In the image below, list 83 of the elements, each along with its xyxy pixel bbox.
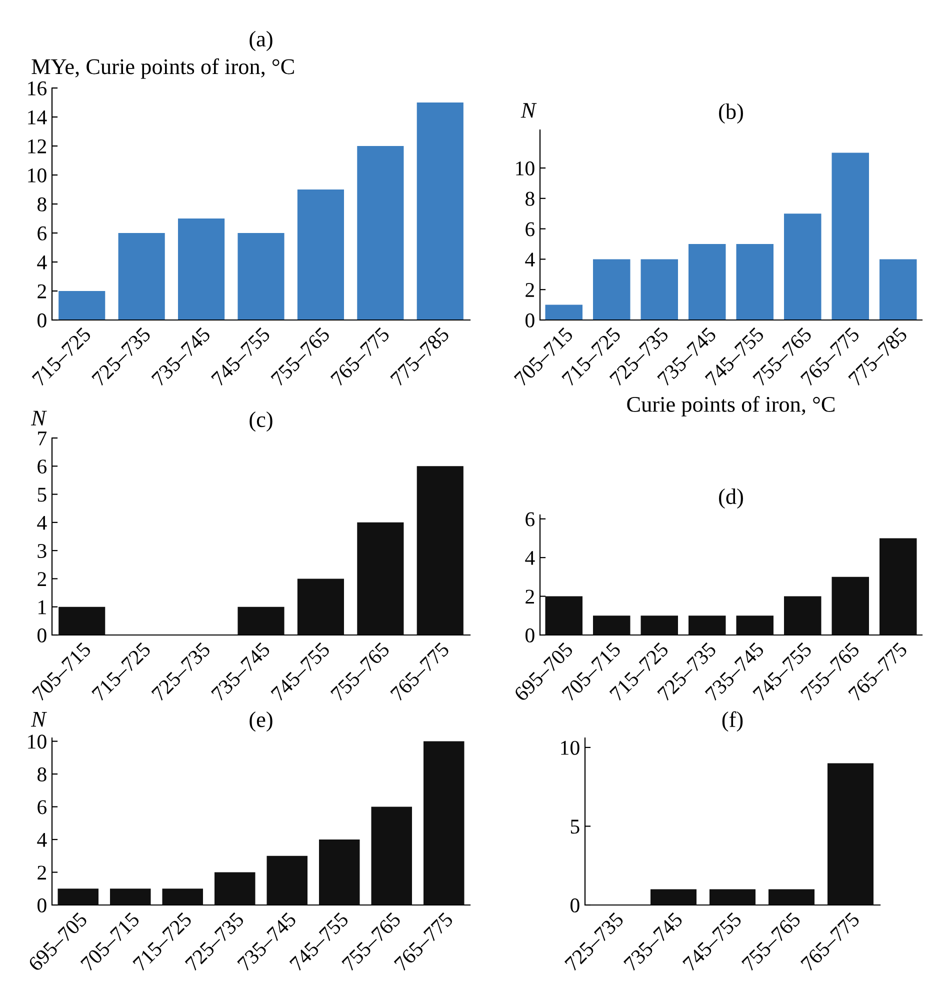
y-tick-label: 2 [38, 572, 46, 586]
chart-title: (f) [722, 711, 743, 732]
y-tick-label: 10 [28, 168, 46, 182]
y-axis-title: N [30, 712, 47, 727]
y-axis-title: N [30, 410, 47, 426]
bar [784, 596, 822, 635]
y-axis-title: MYe, Curie points of iron, °C [32, 58, 294, 79]
bar [545, 596, 582, 635]
bar [545, 304, 582, 320]
bar [319, 840, 360, 905]
bar [238, 233, 284, 320]
y-tick-label: 14 [28, 110, 47, 124]
y-tick-label: 1 [38, 600, 46, 614]
bar [162, 888, 204, 905]
y-tick-label: 8 [38, 767, 46, 782]
y-tick-label: 4 [37, 516, 47, 530]
y-tick-label: 8 [526, 192, 534, 206]
y-tick-label: 4 [525, 252, 535, 266]
y-tick-label: 0 [38, 313, 46, 328]
bar [357, 146, 404, 320]
bar [688, 244, 726, 320]
y-tick-label: 0 [526, 313, 534, 328]
y-tick-label: 6 [526, 512, 535, 526]
bar [416, 466, 464, 635]
bar [416, 102, 464, 320]
bar [880, 538, 917, 635]
bar [688, 616, 726, 635]
bar [640, 259, 678, 320]
bar [832, 152, 869, 320]
chart-title: (e) [250, 711, 272, 732]
bar [880, 259, 917, 320]
y-tick-label: 6 [38, 460, 47, 474]
y-tick-label: 3 [38, 544, 46, 558]
bar [593, 259, 630, 320]
y-tick-label: 6 [526, 222, 535, 236]
bar [371, 806, 412, 905]
y-tick-label: 7 [38, 432, 47, 446]
bar [266, 856, 308, 905]
y-tick-label: 10 [561, 740, 580, 755]
y-tick-label: 0 [38, 628, 46, 642]
y-tick-label: 0 [570, 898, 580, 912]
y-tick-label: 8 [38, 197, 46, 212]
y-tick-label: 0 [526, 628, 534, 642]
bar [736, 616, 774, 635]
y-tick-label: 10 [28, 734, 46, 749]
bar [178, 218, 225, 320]
chart-title: (b) [719, 103, 743, 124]
y-tick-label: 5 [570, 820, 580, 834]
bar [593, 616, 630, 635]
bar [110, 888, 151, 905]
bar [214, 872, 256, 905]
bar [357, 522, 404, 635]
y-tick-label: 4 [37, 833, 47, 847]
chart-title: (c) [250, 411, 272, 432]
x-axis-title: Curie points of iron, °C [627, 396, 835, 416]
bar [784, 214, 822, 320]
y-tick-label: 0 [38, 898, 46, 912]
bar [424, 741, 464, 905]
chart-title: (a) [250, 30, 272, 52]
y-tick-label: 2 [38, 284, 46, 298]
y-tick-label: 6 [38, 800, 47, 814]
bar [238, 606, 284, 635]
chart-title: (d) [719, 488, 743, 509]
bar [736, 244, 774, 320]
bar [58, 606, 106, 635]
y-tick-label: 2 [526, 590, 534, 604]
y-axis-title: N [520, 103, 537, 118]
y-tick-label: 16 [28, 81, 47, 96]
y-tick-label: 2 [38, 866, 46, 880]
y-tick-label: 2 [526, 283, 534, 297]
y-tick-label: 6 [38, 226, 47, 240]
y-tick-label: 4 [37, 256, 47, 270]
bar [58, 291, 106, 320]
y-tick-label: 4 [525, 551, 535, 565]
bar [118, 233, 165, 320]
bar [297, 190, 344, 320]
y-tick-label: 10 [516, 161, 534, 176]
y-tick-label: 12 [28, 139, 46, 154]
bar [297, 578, 344, 635]
bar [832, 576, 869, 635]
bar [640, 616, 678, 635]
y-tick-label: 5 [38, 488, 46, 502]
bar [58, 888, 99, 905]
